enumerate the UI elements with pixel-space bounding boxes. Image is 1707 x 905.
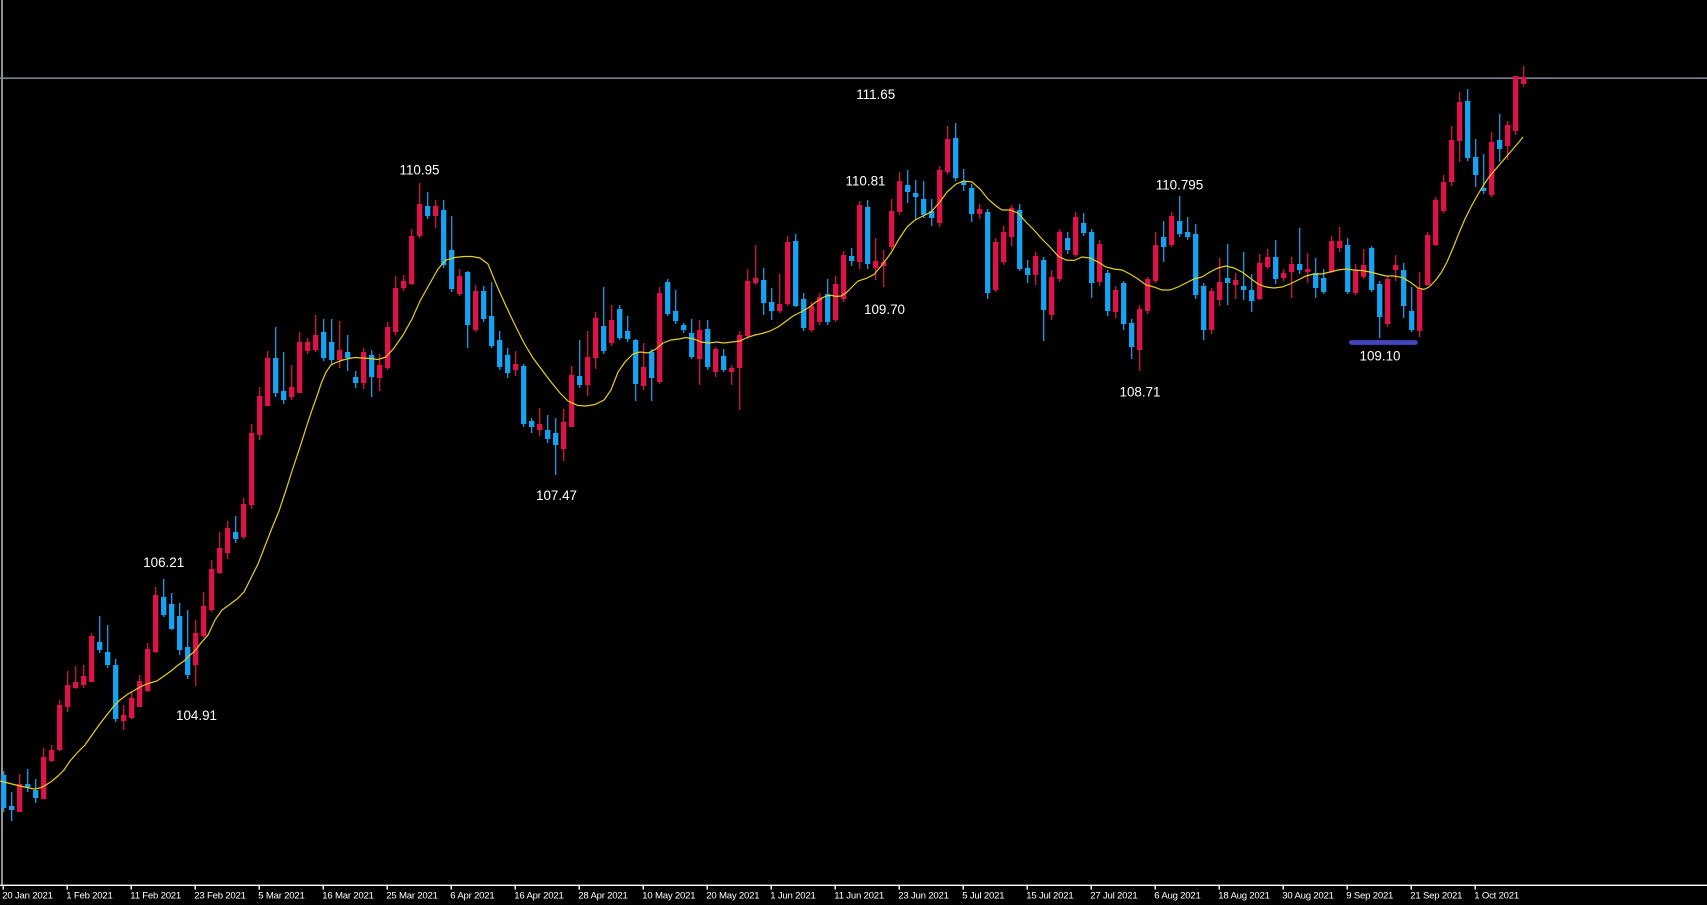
svg-text:23 Jun 2021: 23 Jun 2021 [898, 891, 948, 902]
svg-text:10 May 2021: 10 May 2021 [642, 891, 695, 902]
svg-text:23 Feb 2021: 23 Feb 2021 [194, 891, 245, 902]
svg-text:108.71: 108.71 [1120, 384, 1161, 399]
svg-text:104.91: 104.91 [176, 708, 217, 723]
svg-text:109.10: 109.10 [1360, 348, 1401, 363]
svg-text:110.81: 110.81 [846, 173, 886, 188]
svg-text:1 Jun 2021: 1 Jun 2021 [770, 891, 815, 902]
svg-text:9 Sep 2021: 9 Sep 2021 [1346, 891, 1393, 902]
svg-text:6 Aug 2021: 6 Aug 2021 [1154, 891, 1200, 902]
svg-text:5 Jul 2021: 5 Jul 2021 [962, 891, 1004, 902]
svg-text:110.95: 110.95 [400, 162, 440, 177]
svg-text:16 Apr 2021: 16 Apr 2021 [514, 891, 563, 902]
svg-text:109.70: 109.70 [864, 302, 905, 317]
svg-text:106.21: 106.21 [143, 555, 184, 570]
svg-text:18 Aug 2021: 18 Aug 2021 [1218, 891, 1269, 902]
svg-text:11 Feb 2021: 11 Feb 2021 [130, 891, 181, 902]
svg-text:16 Mar 2021: 16 Mar 2021 [322, 891, 373, 902]
svg-text:110.795: 110.795 [1156, 177, 1203, 192]
svg-text:28 Apr 2021: 28 Apr 2021 [578, 891, 627, 902]
svg-text:111.65: 111.65 [856, 87, 895, 102]
svg-text:21 Sep 2021: 21 Sep 2021 [1410, 891, 1462, 902]
svg-text:5 Mar 2021: 5 Mar 2021 [258, 891, 304, 902]
svg-text:1 Oct 2021: 1 Oct 2021 [1474, 891, 1519, 902]
svg-text:25 Mar 2021: 25 Mar 2021 [386, 891, 437, 902]
svg-text:20 May 2021: 20 May 2021 [706, 891, 759, 902]
svg-text:15 Jul 2021: 15 Jul 2021 [1026, 891, 1073, 902]
svg-text:27 Jul 2021: 27 Jul 2021 [1090, 891, 1137, 902]
svg-text:1 Feb 2021: 1 Feb 2021 [66, 891, 112, 902]
svg-text:30 Aug 2021: 30 Aug 2021 [1282, 891, 1333, 902]
svg-text:107.47: 107.47 [536, 488, 577, 503]
svg-text:6 Apr 2021: 6 Apr 2021 [450, 891, 494, 902]
svg-text:20 Jan 2021: 20 Jan 2021 [2, 891, 52, 902]
svg-text:11 Jun 2021: 11 Jun 2021 [834, 891, 884, 902]
